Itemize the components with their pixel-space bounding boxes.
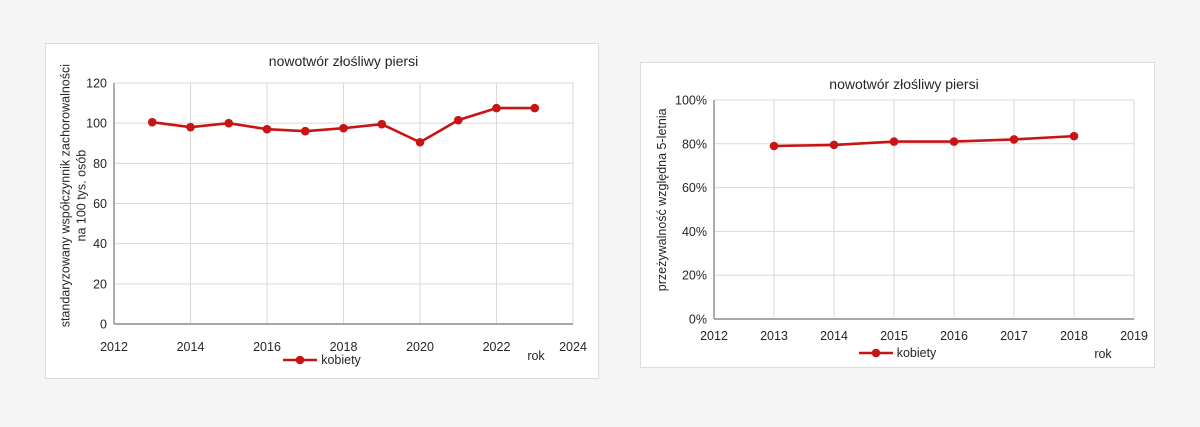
y-tick-label: 0% [689, 313, 707, 327]
data-point [262, 124, 272, 134]
incidence-chart-panel: 0 20 40 60 80 100 120 2012 2014 2016 2018 2020 2022 2… [45, 43, 599, 379]
data-point [492, 103, 501, 113]
x-tick-label: 2020 [406, 340, 434, 354]
data-point [453, 115, 463, 125]
survival-line-chart: 0% 20% 40% 60% 80% 100% 2012 2013 2014 2015 2016 20… [675, 94, 1148, 344]
x-tick-label: 2013 [760, 329, 788, 343]
x-tick-label: 2014 [820, 329, 848, 343]
data-point [829, 140, 839, 150]
axes [113, 83, 573, 325]
data-point [186, 122, 195, 132]
series-line-kobiety [773, 134, 1075, 148]
y-axis-label: przeżywalność względna 5-letnia [655, 108, 670, 292]
legend-label: kobiety [321, 353, 361, 367]
legend-line-marker-icon [858, 348, 893, 358]
x-tick-label: 2015 [880, 329, 908, 343]
survival-chart-panel: 0% 20% 40% 60% 80% 100% 2012 2013 2014 2015 2016 20… [640, 62, 1155, 368]
legend: kobiety [46, 353, 598, 367]
x-axis-label: rok [1094, 347, 1112, 361]
x-tick-label: 2016 [253, 340, 281, 354]
y-tick-label: 100 [86, 117, 107, 131]
x-tick-label: 2014 [177, 340, 205, 354]
y-tick-label: 80 [93, 157, 107, 171]
x-tick-label: 2012 [100, 340, 128, 354]
x-tick-label: 2018 [1060, 329, 1088, 343]
y-tick-label: 40 [93, 237, 107, 251]
x-tick-label: 2024 [559, 340, 587, 354]
data-point [530, 103, 540, 113]
x-tick-label: 2017 [1000, 329, 1028, 343]
data-point [224, 118, 234, 128]
incidence-line-chart: 0 20 40 60 80 100 120 2012 2014 2016 2018 2020 2022 2… [86, 77, 587, 355]
data-point [339, 123, 348, 133]
gridlines [714, 99, 1135, 319]
y-axis-label: standaryzowany współczynnik zachorowalno… [58, 46, 89, 346]
data-point [300, 126, 310, 136]
x-axis-label: rok [527, 349, 545, 363]
x-tick-label: 2018 [330, 340, 358, 354]
gridlines [114, 82, 574, 324]
chart-title: nowotwór złośliwy piersi [268, 53, 419, 69]
data-point [889, 137, 899, 146]
y-tick-label: 80% [682, 137, 707, 151]
y-tick-label: 60% [682, 181, 707, 195]
x-tick-label: 2022 [483, 340, 511, 354]
y-axis-label-line: na 100 tys. osób [74, 149, 88, 242]
y-tick-label: 40% [682, 225, 707, 239]
data-point [377, 119, 387, 129]
y-axis-label-line: standaryzowany współczynnik zachorowalno… [58, 63, 73, 328]
y-tick-label: 120 [86, 77, 107, 91]
x-tick-label: 2012 [700, 329, 728, 343]
y-tick-label: 0 [100, 318, 107, 332]
data-point [1069, 131, 1079, 141]
data-point [769, 141, 779, 151]
y-tick-label: 60 [93, 197, 107, 211]
x-tick-label: 2016 [940, 329, 968, 343]
data-point [1009, 135, 1019, 144]
data-point [415, 137, 425, 147]
legend: kobiety [641, 346, 1154, 360]
data-point [147, 117, 157, 127]
axes [713, 100, 1134, 320]
legend-line-marker-icon [283, 355, 318, 365]
y-tick-label: 20% [682, 269, 707, 283]
legend-label: kobiety [896, 346, 937, 360]
data-point [949, 137, 959, 146]
x-tick-label: 2019 [1120, 329, 1148, 343]
y-tick-label: 20 [93, 277, 107, 291]
y-tick-label: 100% [675, 94, 707, 108]
chart-title: nowotwór złośliwy piersi [829, 76, 979, 92]
